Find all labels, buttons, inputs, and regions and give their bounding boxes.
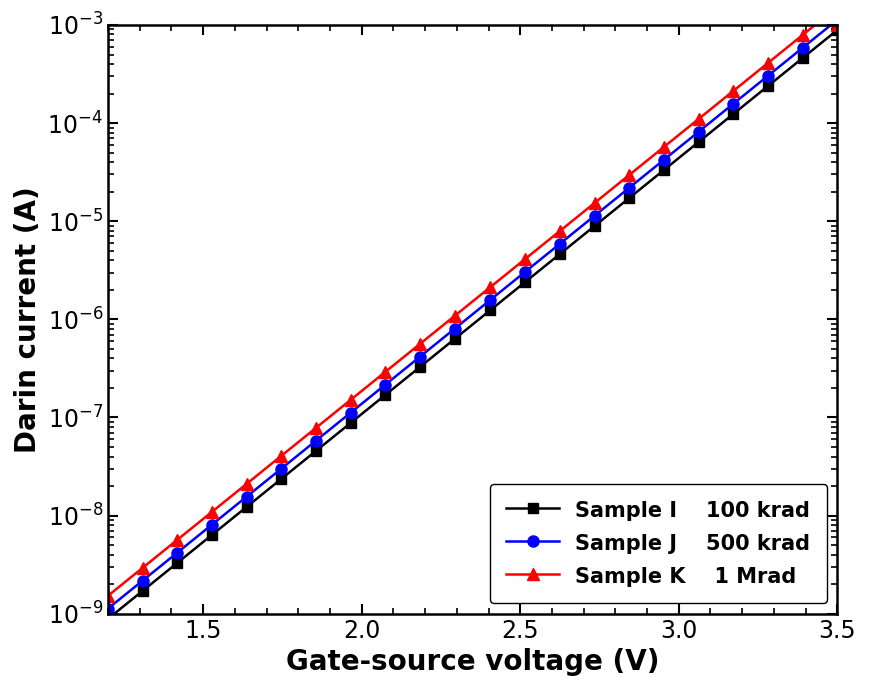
Line: Sample I    100 krad: Sample I 100 krad: [103, 25, 841, 618]
Sample J    500 krad: [831, 21, 841, 29]
X-axis label: Gate-source voltage (V): Gate-source voltage (V): [286, 648, 659, 676]
Y-axis label: Darin current (A): Darin current (A): [14, 186, 42, 453]
Sample K    1 Mrad: [809, 21, 819, 29]
Sample K    1 Mrad: [148, 555, 158, 564]
Sample K    1 Mrad: [831, 21, 841, 29]
Sample J    500 krad: [526, 262, 536, 270]
Sample J    500 krad: [730, 97, 740, 106]
Sample K    1 Mrad: [655, 145, 666, 153]
Sample K    1 Mrad: [526, 250, 536, 258]
Sample J    500 krad: [655, 158, 666, 166]
Sample J    500 krad: [825, 21, 835, 29]
Sample J    500 krad: [545, 247, 555, 255]
Sample I    100 krad: [730, 108, 740, 116]
Sample J    500 krad: [103, 604, 113, 613]
Sample I    100 krad: [831, 26, 841, 34]
Sample J    500 krad: [567, 229, 577, 237]
Sample K    1 Mrad: [545, 234, 555, 242]
Sample K    1 Mrad: [567, 217, 577, 225]
Line: Sample K    1 Mrad: Sample K 1 Mrad: [103, 19, 842, 601]
Sample I    100 krad: [545, 257, 555, 266]
Sample I    100 krad: [655, 168, 666, 177]
Sample K    1 Mrad: [730, 85, 740, 93]
Sample I    100 krad: [526, 273, 536, 281]
Sample I    100 krad: [148, 579, 158, 587]
Sample J    500 krad: [148, 569, 158, 577]
Sample I    100 krad: [567, 239, 577, 248]
Sample K    1 Mrad: [103, 591, 113, 600]
Legend: Sample I    100 krad, Sample J    500 krad, Sample K    1 Mrad: Sample I 100 krad, Sample J 500 krad, Sa…: [489, 484, 826, 603]
Sample I    100 krad: [103, 609, 113, 618]
Line: Sample J    500 krad: Sample J 500 krad: [103, 19, 842, 614]
